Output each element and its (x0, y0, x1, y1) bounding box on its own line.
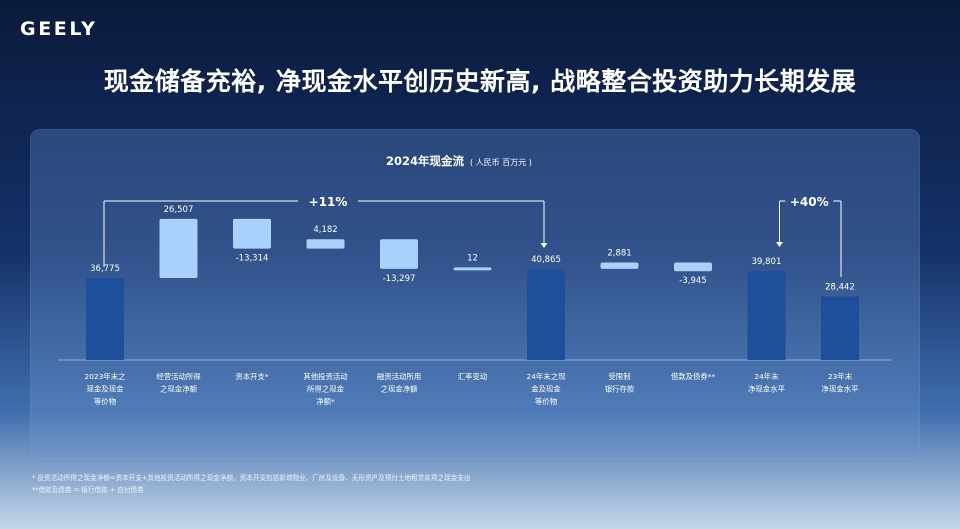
chart-unit: ( 人民币 百万元 ) (470, 158, 532, 167)
bar-9 (747, 271, 786, 360)
category-label-0-1: 现金及现金 (87, 385, 125, 394)
category-label-3-1: 所得之现金 (307, 385, 345, 394)
cash-flow-waterfall-chart: 2024年现金流 ( 人民币 百万元 ) 36,775 2023年末之现金及现金等价物… (58, 154, 892, 406)
footnote-capex: * 投资活动所得之现金净额=资本开支+其他投资活动所得之现金净额，资本开支包括新… (32, 474, 471, 482)
footnote-borrowings: **借款及债券 = 银行借款 + 应付债券 (32, 485, 144, 494)
data-label-0: 36,775 (90, 264, 120, 274)
data-label-7: 2,881 (607, 248, 631, 258)
category-label-3-2: 净额* (316, 397, 335, 406)
category-label-8-0: 借款及债券** (671, 372, 716, 381)
data-label-3: 4,182 (313, 225, 337, 235)
category-label-6-0: 24年末之现 (527, 372, 567, 381)
category-label-9-1: 净现金水平 (748, 385, 785, 394)
category-label-2-0: 资本开支* (235, 372, 269, 381)
bar-10 (821, 296, 859, 360)
data-label-1: 26,507 (164, 205, 194, 215)
category-label-7-0: 受限制 (608, 372, 630, 381)
category-label-9-0: 24年末 (754, 372, 779, 381)
category-label-3-0: 其他投资活动 (303, 372, 347, 381)
category-label-5-0: 汇率变动 (458, 372, 488, 381)
bar-1 (159, 218, 198, 278)
bar-2 (233, 218, 271, 249)
data-label-4: -13,297 (383, 274, 416, 284)
bar-5 (453, 267, 492, 271)
data-label-6: 40,865 (531, 255, 561, 265)
geely-logo: GEELY (20, 18, 98, 40)
annotation-plus-11: +11% (309, 195, 348, 209)
data-label-5: 12 (467, 253, 478, 263)
chart-title: 2024年现金流 (386, 154, 465, 168)
category-label-10-1: 净现金水平 (822, 385, 859, 394)
bar-3 (306, 239, 345, 249)
data-label-9: 39,801 (752, 257, 782, 267)
category-label-0-0: 2023年末之 (85, 372, 127, 381)
bracket-11-arrow (540, 243, 548, 248)
category-label-1-1: 之现金净额 (160, 385, 198, 394)
category-label-6-1: 金及现金 (531, 385, 561, 394)
data-label-2: -13,314 (236, 254, 269, 264)
category-label-10-0: 23年末 (828, 372, 853, 381)
chart-panel: 2024年现金流 ( 人民币 百万元 ) 36,775 2023年末之 现金及现金等价物… (30, 129, 920, 459)
category-label-6-2: 等价物 (535, 397, 558, 406)
category-label-4-0: 融资活动所用 (377, 372, 421, 381)
bar-8 (674, 262, 712, 272)
category-label-7-1: 银行存款 (605, 385, 635, 394)
footnotes: * 投资活动所得之现金净额=资本开支+其他投资活动所得之现金净额，资本开支包括新… (32, 473, 470, 496)
bar-7 (600, 262, 639, 269)
bar-4 (380, 239, 418, 269)
bracket-40-arrow (776, 242, 783, 247)
data-label-8: -3,945 (679, 276, 706, 286)
category-label-1-0: 经营活动所得 (156, 372, 201, 381)
bar-0 (86, 277, 124, 360)
category-label-0-2: 等价物 (94, 397, 117, 406)
data-label-10: 28,442 (825, 283, 855, 293)
page-title: 现金储备充裕, 净现金水平创历史新高, 战略整合投资助力长期发展 (103, 67, 857, 96)
bar-6 (527, 268, 565, 360)
category-label-4-1: 之现金净额 (381, 385, 419, 394)
annotation-plus-40: +40% (790, 195, 829, 209)
